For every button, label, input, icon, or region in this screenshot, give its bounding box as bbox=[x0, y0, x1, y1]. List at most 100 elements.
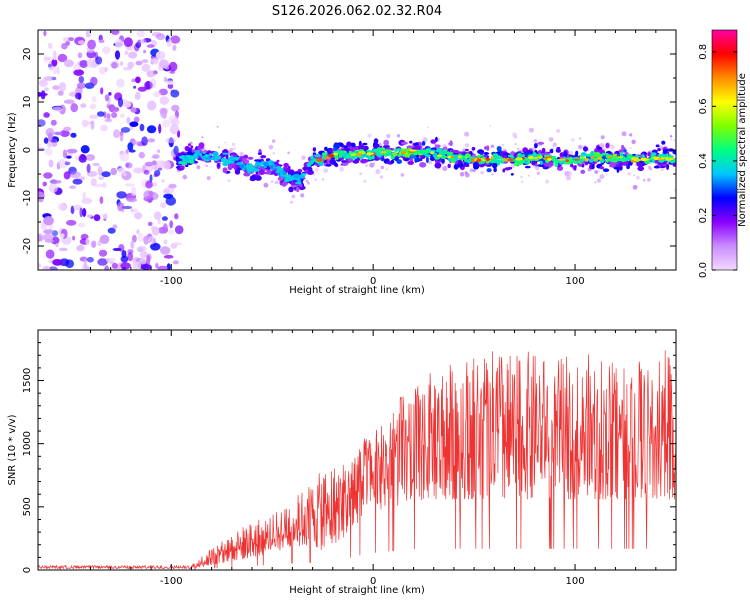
halo-speckle bbox=[400, 173, 405, 177]
band-mark bbox=[434, 144, 441, 148]
band-mark bbox=[343, 147, 350, 151]
hotspot-mark bbox=[579, 156, 585, 159]
halo-speckle bbox=[670, 138, 673, 141]
band-mark bbox=[661, 140, 666, 145]
noise-blob bbox=[117, 97, 124, 108]
core-mark bbox=[348, 150, 352, 154]
core-mark bbox=[579, 158, 583, 163]
hotspot-mark bbox=[318, 159, 325, 162]
band-mark bbox=[657, 148, 661, 152]
noise-blob bbox=[102, 46, 111, 54]
hotspot-mark bbox=[528, 156, 534, 160]
band-mark bbox=[421, 141, 426, 146]
band-mark bbox=[594, 148, 599, 153]
noise-blob bbox=[152, 91, 162, 98]
noise-blob bbox=[43, 112, 50, 118]
band-mark bbox=[295, 186, 300, 193]
halo-speckle bbox=[287, 151, 290, 155]
halo-speckle bbox=[510, 164, 515, 169]
noise-blob bbox=[158, 59, 169, 69]
halo-speckle bbox=[578, 137, 582, 140]
core-mark bbox=[533, 153, 538, 158]
core-mark bbox=[368, 156, 373, 161]
halo-speckle bbox=[271, 139, 276, 143]
band-mark bbox=[302, 166, 308, 171]
noise-blob bbox=[131, 78, 136, 83]
halo-speckle bbox=[521, 180, 524, 184]
core-mark bbox=[477, 154, 484, 157]
noise-blob bbox=[79, 176, 86, 180]
noise-blob bbox=[95, 56, 103, 65]
noise-blob bbox=[76, 244, 85, 252]
band-mark bbox=[434, 162, 442, 169]
noise-blob bbox=[166, 38, 173, 48]
noise-blob bbox=[162, 119, 171, 128]
band-mark bbox=[626, 164, 630, 170]
noise-blob bbox=[135, 92, 141, 100]
noise-blob bbox=[153, 211, 162, 220]
hotspot-mark bbox=[366, 152, 375, 155]
hotspot-mark bbox=[538, 155, 543, 159]
core-mark bbox=[588, 158, 594, 163]
core-mark bbox=[310, 155, 314, 160]
band-mark bbox=[425, 156, 429, 164]
noise-blob bbox=[73, 69, 84, 76]
band-mark bbox=[328, 150, 332, 155]
core-mark bbox=[613, 153, 618, 157]
band-mark bbox=[308, 166, 313, 173]
noise-blob bbox=[172, 260, 179, 265]
noise-blob bbox=[117, 167, 126, 174]
halo-speckle bbox=[514, 143, 517, 145]
band-mark bbox=[429, 156, 436, 161]
halo-speckle bbox=[272, 152, 275, 155]
halo-speckle bbox=[375, 169, 381, 175]
noise-blob bbox=[66, 155, 72, 159]
noise-blob bbox=[114, 39, 123, 49]
snr-xlabel: Height of straight line (km) bbox=[289, 585, 425, 596]
core-mark bbox=[454, 156, 459, 160]
band-mark bbox=[190, 145, 194, 149]
core-mark bbox=[258, 162, 263, 166]
noise-blob bbox=[87, 39, 96, 50]
band-mark bbox=[563, 150, 568, 158]
core-mark bbox=[527, 159, 531, 163]
noise-blob bbox=[96, 111, 105, 117]
halo-speckle bbox=[650, 162, 653, 165]
noise-blob bbox=[101, 182, 107, 188]
noise-blob bbox=[137, 233, 144, 242]
core-mark bbox=[306, 162, 312, 168]
halo-speckle bbox=[673, 139, 676, 142]
noise-blob bbox=[169, 220, 174, 229]
band-mark bbox=[254, 175, 262, 181]
noise-blob bbox=[160, 246, 171, 255]
noise-blob bbox=[98, 66, 106, 75]
noise-blob bbox=[50, 180, 62, 184]
halo-speckle bbox=[632, 184, 638, 190]
core-mark bbox=[239, 164, 245, 169]
noise-blob bbox=[168, 229, 174, 235]
halo-speckle bbox=[568, 150, 574, 155]
noise-blob bbox=[48, 159, 54, 168]
noise-blob bbox=[112, 247, 122, 252]
halo-speckle bbox=[535, 166, 540, 171]
noise-blob bbox=[57, 90, 64, 96]
hotspot-mark bbox=[355, 152, 363, 156]
core-mark bbox=[628, 154, 633, 159]
hotspot-mark bbox=[607, 156, 612, 158]
noise-blob bbox=[126, 197, 138, 203]
core-mark bbox=[202, 151, 206, 154]
band-mark bbox=[421, 155, 426, 159]
core-mark bbox=[612, 158, 617, 161]
noise-blob bbox=[52, 50, 57, 61]
halo-speckle bbox=[205, 164, 208, 167]
noise-blob bbox=[161, 216, 168, 221]
noise-blob bbox=[132, 140, 140, 145]
band-mark bbox=[260, 155, 267, 159]
core-mark bbox=[314, 154, 321, 158]
hotspot-mark bbox=[476, 158, 482, 162]
band-mark bbox=[496, 146, 502, 152]
halo-speckle bbox=[605, 173, 608, 176]
noise-blob bbox=[120, 61, 124, 66]
noise-blob bbox=[86, 163, 91, 173]
